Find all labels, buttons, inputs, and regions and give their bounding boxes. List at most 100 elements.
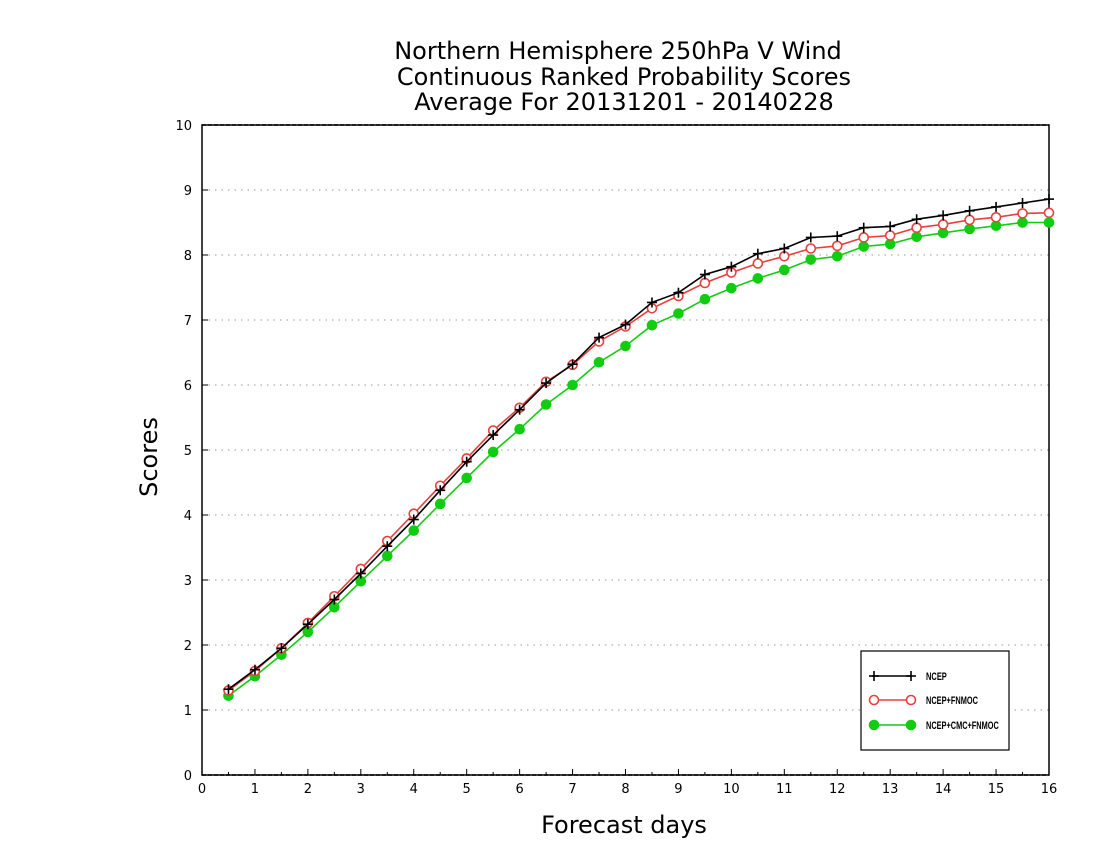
x-tick-label: 1 — [251, 782, 259, 797]
data-point — [911, 231, 922, 243]
data-point — [1043, 207, 1055, 219]
x-tick-label: 12 — [829, 782, 846, 797]
data-point — [911, 222, 922, 233]
data-point — [1017, 217, 1028, 228]
y-tick-label: 7 — [184, 314, 192, 329]
x-tick-label: 14 — [935, 782, 952, 797]
data-point — [514, 404, 525, 415]
x-tick-label: 0 — [198, 782, 206, 797]
legend-marker-left — [868, 719, 880, 731]
data-point — [805, 232, 816, 243]
data-point — [381, 550, 393, 562]
data-point — [487, 446, 499, 458]
y-axis: 0 1 2 3 4 5 6 7 8 9 10 — [175, 119, 208, 784]
data-point — [594, 332, 605, 343]
data-point — [1043, 217, 1055, 228]
y-tick-label: 0 — [184, 769, 192, 784]
data-point — [461, 472, 472, 484]
data-point — [831, 240, 843, 252]
y-tick-label: 10 — [175, 119, 192, 134]
data-point — [726, 282, 737, 294]
legend-marker-right — [906, 671, 916, 681]
series-ncep-fnmoc — [223, 207, 1055, 696]
x-tick-label: 7 — [568, 782, 576, 797]
series-ncep — [223, 194, 1054, 695]
data-point — [831, 250, 843, 262]
legend-marker-right — [905, 719, 917, 731]
x-tick-label: 8 — [621, 782, 629, 797]
data-point — [673, 287, 684, 298]
y-tick-label: 9 — [184, 184, 192, 199]
x-tick-label: 5 — [463, 782, 471, 797]
x-axis: 0 1 2 3 4 5 6 7 8 9 10 11 12 13 14 15 16 — [198, 769, 1057, 797]
series-ncep-cmc-fnmoc — [223, 217, 1055, 702]
data-point — [779, 243, 790, 254]
data-point — [540, 399, 552, 410]
data-point — [884, 230, 896, 241]
legend-label: NCEP+CMC+FNMOC — [926, 720, 999, 732]
data-point — [726, 261, 737, 272]
data-point — [752, 258, 764, 269]
title-line-1: Northern Hemisphere 250hPa V Wind — [394, 37, 842, 65]
y-tick-label: 5 — [184, 444, 192, 459]
data-point — [832, 231, 843, 242]
data-point — [964, 223, 975, 235]
data-point — [329, 594, 340, 605]
data-point — [302, 619, 313, 630]
y-tick-label: 6 — [184, 379, 192, 394]
y-tick-label: 3 — [184, 574, 192, 589]
data-point — [488, 430, 499, 441]
data-point — [699, 269, 710, 280]
data-point — [567, 379, 578, 391]
chart-title: Northern Hemisphere 250hPa V Wind Contin… — [394, 37, 851, 116]
data-point — [355, 568, 366, 579]
series-line — [228, 221, 1049, 697]
x-tick-label: 4 — [410, 782, 418, 797]
series-line — [228, 212, 1050, 692]
x-tick-label: 2 — [304, 782, 312, 797]
legend-label: NCEP+FNMOC — [926, 695, 978, 707]
x-tick-label: 6 — [515, 782, 523, 797]
data-point — [593, 356, 605, 368]
data-point — [223, 684, 234, 695]
data-point — [805, 243, 817, 254]
data-point — [938, 210, 949, 221]
data-point — [964, 214, 975, 226]
y-tick-label: 2 — [184, 639, 192, 654]
data-point — [699, 277, 711, 289]
data-point — [991, 201, 1002, 212]
data-point — [646, 319, 658, 331]
data-point — [752, 273, 764, 284]
data-point — [779, 264, 790, 276]
data-point — [434, 498, 446, 510]
legend: NCEP NCEP+FNMOC NCEP+CMC+FNMOC — [860, 650, 1010, 751]
data-point — [276, 643, 287, 654]
data-point — [646, 297, 657, 308]
data-point — [567, 359, 578, 370]
legend-marker-left — [868, 694, 880, 706]
data-point — [937, 219, 949, 230]
data-point — [752, 248, 763, 259]
legend-label: NCEP — [926, 671, 947, 683]
data-point — [514, 423, 525, 435]
data-point — [911, 214, 922, 225]
data-point — [858, 222, 869, 233]
y-axis-label: Scores — [135, 417, 163, 497]
legend-item: NCEP+FNMOC — [868, 694, 978, 707]
y-tick-label: 8 — [184, 249, 192, 264]
data-point — [805, 254, 817, 265]
x-tick-label: 15 — [988, 782, 1005, 797]
data-point — [885, 221, 896, 232]
data-point — [990, 212, 1002, 223]
data-point — [858, 241, 870, 252]
data-point — [964, 205, 975, 216]
x-tick-label: 11 — [776, 782, 793, 797]
data-point — [858, 232, 870, 243]
series-line — [228, 198, 1050, 690]
data-point — [1017, 198, 1028, 208]
y-tick-label: 4 — [184, 509, 192, 524]
title-line-2: Continuous Ranked Probability Scores — [397, 63, 851, 91]
data-point — [1044, 194, 1054, 205]
x-tick-label: 3 — [357, 782, 365, 797]
x-axis-label: Forecast days — [541, 811, 707, 839]
